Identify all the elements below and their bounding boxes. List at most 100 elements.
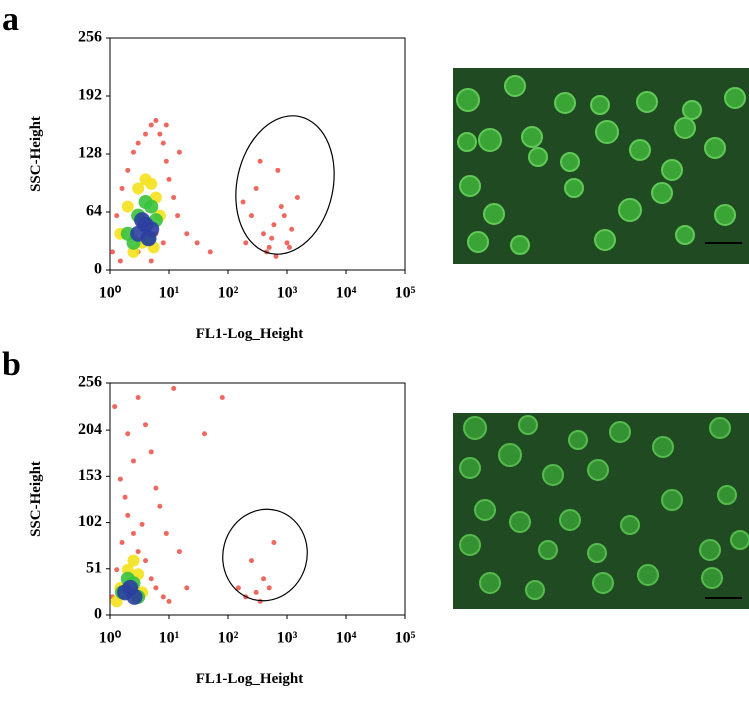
data-point [248, 558, 254, 564]
data-point [114, 567, 120, 573]
data-point [127, 554, 140, 567]
x-tick-label: 10⁰ [99, 630, 122, 647]
y-tick-label: 64 [86, 203, 102, 220]
x-tick-label: 10⁵ [395, 285, 416, 302]
data-point [240, 199, 246, 205]
x-tick-label: 10⁴ [336, 630, 357, 647]
x-tick-label: 10⁵ [395, 630, 416, 647]
data-point [135, 549, 141, 555]
data-point [112, 404, 118, 410]
data-point [157, 131, 163, 137]
data-point [289, 226, 295, 232]
data-point [171, 195, 177, 200]
data-point [144, 199, 159, 214]
x-tick-label: 10¹ [159, 285, 180, 302]
data-point [271, 540, 277, 545]
data-point [119, 540, 125, 545]
x-tick-label: 10³ [277, 630, 298, 647]
data-point [143, 131, 149, 137]
micrograph [453, 413, 749, 609]
data-point [160, 594, 166, 600]
data-point [266, 585, 272, 591]
data-point [275, 167, 281, 173]
x-axis-label: FL1-Log_Height [196, 326, 304, 342]
data-point [132, 182, 145, 195]
data-point [286, 244, 292, 250]
data-point [194, 240, 200, 246]
data-point [122, 494, 128, 500]
gate [222, 508, 308, 602]
data-point [261, 231, 267, 237]
y-tick-label: 102 [78, 513, 102, 530]
x-tick-label: 10⁴ [336, 285, 357, 302]
data-point [153, 117, 159, 123]
data-point [235, 585, 241, 591]
data-point [160, 240, 166, 246]
data-point [175, 213, 181, 219]
y-tick-label: 256 [78, 29, 102, 46]
y-tick-label: 192 [78, 87, 102, 104]
data-point [171, 385, 177, 391]
y-tick-label: 204 [78, 421, 102, 438]
y-axis-label: SSC-Height [28, 461, 44, 537]
panel-label: a [2, 1, 19, 38]
data-point [135, 140, 141, 146]
y-tick-label: 153 [78, 467, 102, 484]
data-point [157, 503, 163, 509]
x-tick-label: 10² [218, 285, 239, 302]
data-point [117, 258, 123, 264]
data-point [269, 235, 275, 241]
data-point [271, 222, 277, 228]
data-point [160, 140, 166, 146]
data-point [114, 213, 120, 219]
data-point [153, 585, 159, 591]
data-point [148, 449, 154, 455]
data-point [109, 249, 115, 255]
data-point [166, 176, 172, 182]
data-point [130, 149, 136, 155]
x-tick-label: 10⁰ [99, 285, 122, 302]
data-point [163, 530, 169, 536]
data-point [125, 167, 131, 173]
data-point [257, 158, 263, 164]
y-tick-label: 0 [94, 606, 102, 623]
data-point [207, 249, 213, 255]
data-point [163, 122, 169, 128]
data-point [140, 230, 157, 247]
data-point [148, 122, 154, 128]
data-point [143, 422, 149, 428]
data-point [139, 521, 145, 527]
y-axis-label: SSC-Height [28, 116, 44, 192]
data-point [261, 576, 267, 582]
data-point [202, 431, 208, 437]
data-point [281, 213, 287, 219]
data-point [125, 512, 131, 518]
data-point [219, 395, 225, 400]
data-point [184, 585, 190, 591]
x-tick-label: 10³ [277, 285, 298, 302]
data-point [243, 240, 249, 246]
data-point [184, 231, 190, 237]
data-point [163, 158, 169, 164]
data-point [273, 253, 279, 259]
plot-frame [109, 382, 406, 616]
data-point [148, 576, 154, 582]
data-point [266, 244, 272, 250]
data-point [248, 213, 254, 219]
y-tick-label: 51 [86, 559, 102, 576]
data-point [143, 558, 149, 564]
y-tick-label: 128 [78, 145, 102, 162]
x-tick-label: 10² [218, 630, 239, 647]
data-point [294, 195, 300, 200]
data-point [284, 240, 290, 246]
data-point [130, 458, 136, 464]
data-point [148, 258, 154, 264]
gate [235, 115, 335, 255]
data-point [166, 598, 172, 604]
y-tick-label: 256 [78, 374, 102, 391]
data-point [126, 588, 143, 605]
x-axis-label: FL1-Log_Height [196, 671, 304, 687]
data-point [176, 549, 182, 555]
y-tick-label: 0 [94, 261, 102, 278]
